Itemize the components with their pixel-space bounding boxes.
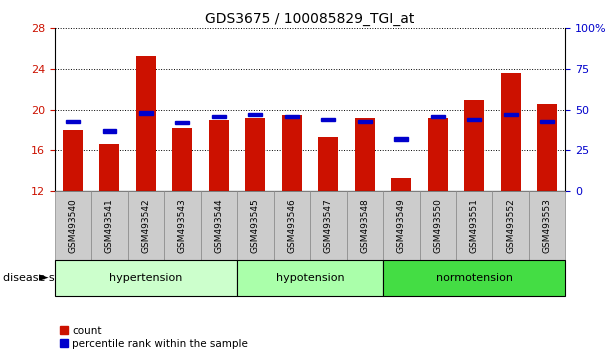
Text: ►: ► — [39, 272, 49, 284]
Text: GSM493550: GSM493550 — [434, 198, 442, 253]
Bar — [464, 99, 484, 191]
Bar — [395, 137, 408, 141]
Text: normotension: normotension — [436, 273, 513, 283]
Bar — [431, 115, 444, 118]
Bar — [285, 115, 299, 118]
Text: GSM493542: GSM493542 — [142, 198, 150, 253]
Bar — [537, 104, 557, 191]
Bar — [212, 115, 226, 118]
Text: GSM493546: GSM493546 — [288, 198, 296, 253]
Bar — [358, 120, 371, 123]
Bar — [504, 113, 517, 116]
Text: GSM493540: GSM493540 — [69, 198, 77, 253]
Bar — [249, 113, 262, 116]
Bar — [172, 128, 192, 191]
Bar — [282, 115, 302, 191]
Bar — [139, 112, 153, 115]
Bar — [176, 121, 189, 124]
Bar — [99, 144, 119, 191]
Text: GSM493551: GSM493551 — [470, 198, 478, 253]
Text: GSM493541: GSM493541 — [105, 198, 114, 253]
Text: GSM493552: GSM493552 — [506, 198, 515, 253]
Bar — [541, 120, 554, 123]
Bar — [322, 118, 335, 121]
Bar — [468, 118, 481, 121]
Bar — [427, 118, 447, 191]
Text: hypertension: hypertension — [109, 273, 182, 283]
Title: GDS3675 / 100085829_TGI_at: GDS3675 / 100085829_TGI_at — [206, 12, 415, 26]
Text: disease state: disease state — [3, 273, 77, 283]
Text: GSM493553: GSM493553 — [543, 198, 551, 253]
Bar — [500, 73, 520, 191]
Bar — [66, 120, 80, 123]
Bar — [245, 118, 265, 191]
Bar — [209, 120, 229, 191]
Text: GSM493545: GSM493545 — [251, 198, 260, 253]
Legend: count, percentile rank within the sample: count, percentile rank within the sample — [60, 326, 248, 349]
Text: hypotension: hypotension — [276, 273, 344, 283]
Bar — [103, 129, 116, 132]
Text: GSM493547: GSM493547 — [324, 198, 333, 253]
Text: GSM493549: GSM493549 — [397, 198, 406, 253]
Text: GSM493548: GSM493548 — [361, 198, 369, 253]
Bar — [136, 56, 156, 191]
Bar — [391, 178, 411, 191]
Bar — [63, 130, 83, 191]
Text: GSM493544: GSM493544 — [215, 198, 223, 253]
Bar — [354, 118, 375, 191]
Bar — [318, 137, 338, 191]
Text: GSM493543: GSM493543 — [178, 198, 187, 253]
